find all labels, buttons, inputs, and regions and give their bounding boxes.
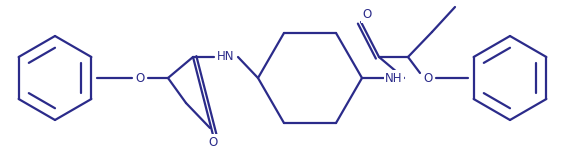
- Text: O: O: [362, 9, 372, 22]
- Text: O: O: [135, 71, 145, 84]
- Text: HN: HN: [217, 51, 235, 64]
- Text: NH: NH: [385, 71, 403, 84]
- Text: O: O: [423, 71, 432, 84]
- Text: O: O: [208, 135, 217, 148]
